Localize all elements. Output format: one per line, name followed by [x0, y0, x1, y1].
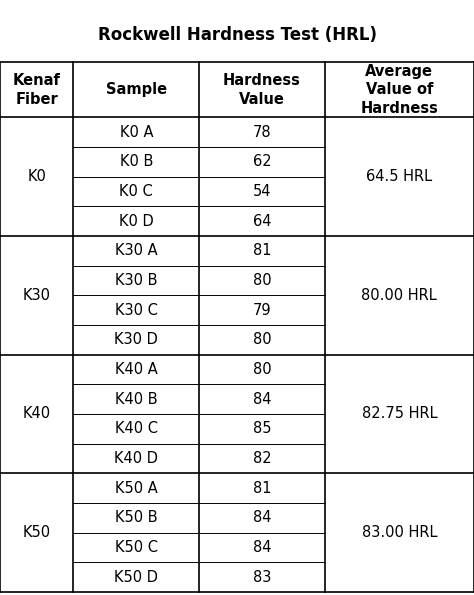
- Text: K30: K30: [23, 288, 51, 303]
- Text: 79: 79: [253, 303, 271, 318]
- Text: 54: 54: [253, 184, 271, 199]
- Text: Average
Value of
Hardness: Average Value of Hardness: [360, 64, 438, 116]
- Text: K50 B: K50 B: [115, 511, 157, 525]
- Text: Rockwell Hardness Test (HRL): Rockwell Hardness Test (HRL): [98, 26, 376, 43]
- Text: K50 D: K50 D: [114, 569, 158, 585]
- Text: 84: 84: [253, 511, 271, 525]
- Text: K40 B: K40 B: [115, 392, 157, 406]
- Text: 84: 84: [253, 540, 271, 555]
- Text: 80.00 HRL: 80.00 HRL: [362, 288, 437, 303]
- Text: 82.75 HRL: 82.75 HRL: [362, 406, 437, 421]
- Text: 81: 81: [253, 481, 271, 496]
- Text: 85: 85: [253, 421, 271, 436]
- Text: 84: 84: [253, 392, 271, 406]
- Text: K40 D: K40 D: [114, 451, 158, 466]
- Text: 83: 83: [253, 569, 271, 585]
- Text: 80: 80: [253, 273, 271, 288]
- Text: K0 C: K0 C: [119, 184, 153, 199]
- Text: K50: K50: [23, 525, 51, 540]
- Text: K50 A: K50 A: [115, 481, 158, 496]
- Text: Sample: Sample: [106, 82, 167, 98]
- Text: K0 A: K0 A: [119, 124, 153, 140]
- Text: K30 A: K30 A: [115, 243, 157, 258]
- Text: K30 B: K30 B: [115, 273, 157, 288]
- Text: 62: 62: [253, 154, 271, 169]
- Text: K50 C: K50 C: [115, 540, 158, 555]
- Text: K30 D: K30 D: [114, 332, 158, 347]
- Text: 64: 64: [253, 214, 271, 228]
- Text: 64.5 HRL: 64.5 HRL: [366, 169, 432, 184]
- Text: 83.00 HRL: 83.00 HRL: [362, 525, 437, 540]
- Text: K0 D: K0 D: [119, 214, 154, 228]
- Text: 80: 80: [253, 362, 271, 377]
- Text: Kenaf
Fiber: Kenaf Fiber: [13, 73, 61, 107]
- Text: 82: 82: [253, 451, 271, 466]
- Text: 80: 80: [253, 332, 271, 347]
- Text: Hardness
Value: Hardness Value: [223, 73, 301, 107]
- Text: K30 C: K30 C: [115, 303, 158, 318]
- Text: K40: K40: [23, 406, 51, 421]
- Text: K0: K0: [27, 169, 46, 184]
- Text: 81: 81: [253, 243, 271, 258]
- Text: 78: 78: [253, 124, 271, 140]
- Text: K40 A: K40 A: [115, 362, 158, 377]
- Text: K0 B: K0 B: [119, 154, 153, 169]
- Text: K40 C: K40 C: [115, 421, 158, 436]
